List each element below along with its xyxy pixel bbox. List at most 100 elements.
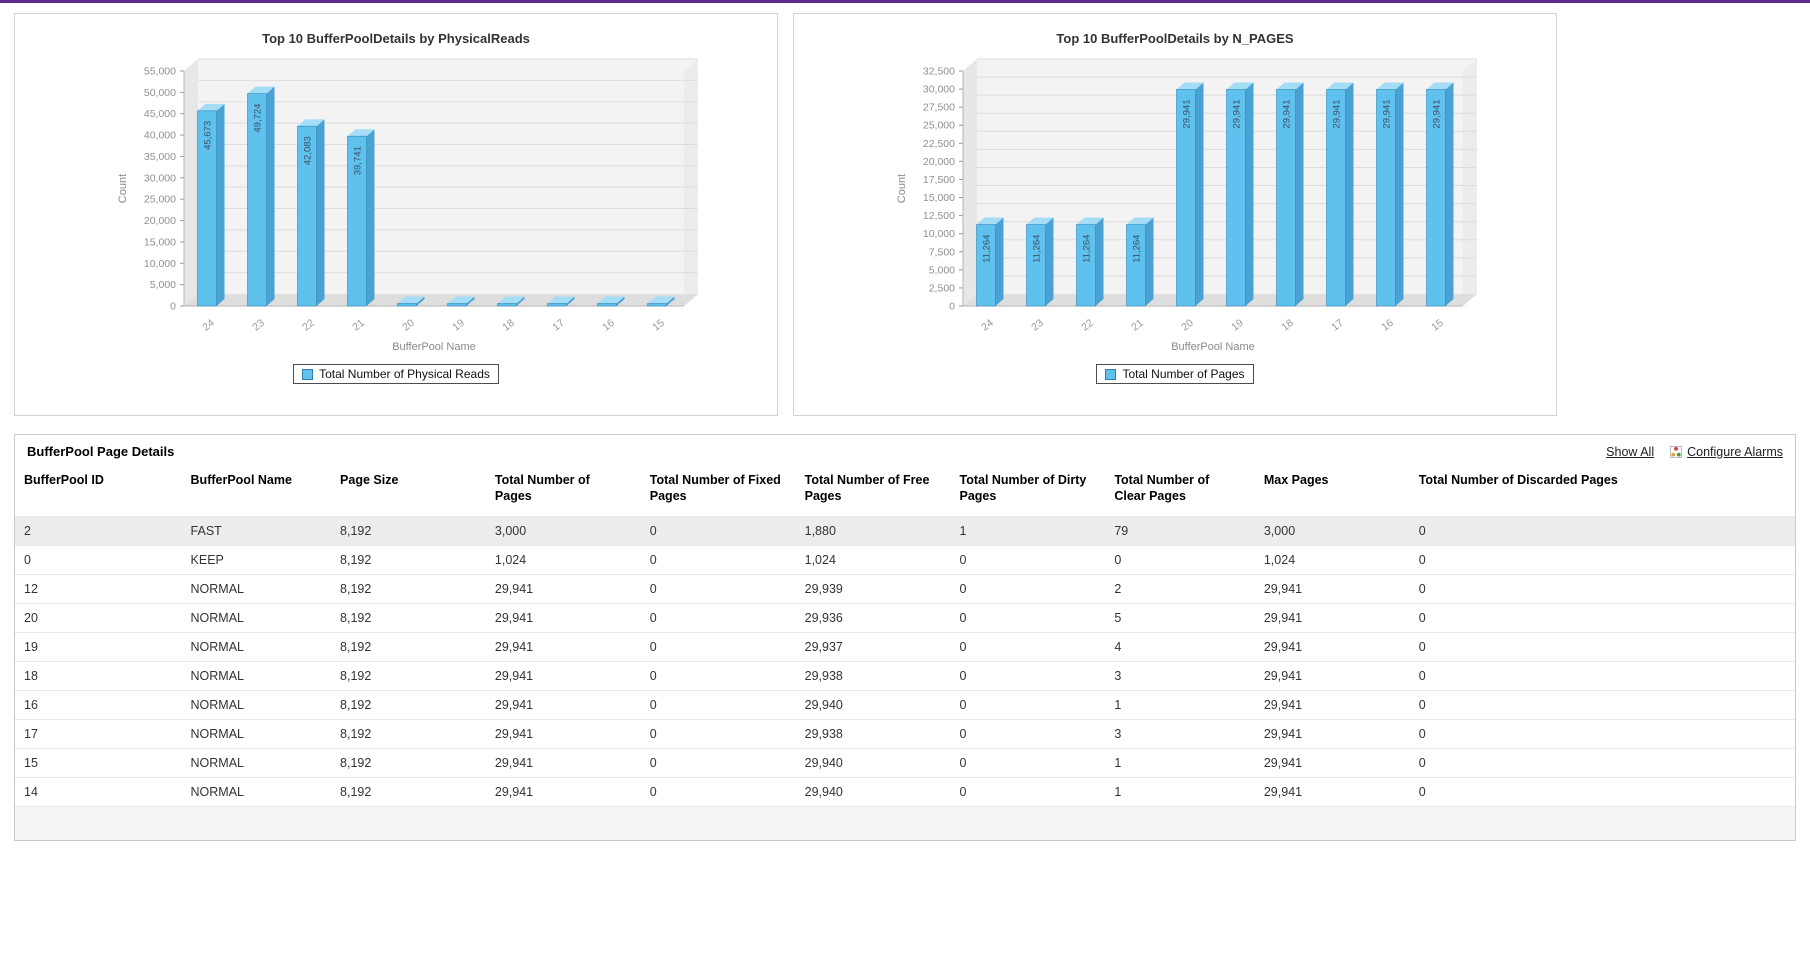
table-cell: NORMAL <box>180 718 331 748</box>
content: Top 10 BufferPoolDetails by PhysicalRead… <box>0 3 1810 857</box>
show-all-link[interactable]: Show All <box>1606 444 1655 459</box>
bufferpool-table-body: 2 FAST 8,192 3,000 0 1,880 1 79 3,000 0 0 KEEP 8,192… <box>15 515 1795 806</box>
table-cell: 29,941 <box>1253 747 1409 777</box>
table-cell: 0 <box>639 718 795 748</box>
table-cell: 0 <box>1408 515 1795 545</box>
table-cell: 8,192 <box>330 544 485 574</box>
bar-19: 29,941 <box>1226 82 1254 307</box>
column-header: Total Number of Fixed Pages <box>649 473 781 504</box>
svg-text:11,264: 11,264 <box>1031 235 1042 263</box>
table-row: 14 NORMAL 8,192 29,941 0 29,940 0 1 29,941 0 <box>15 776 1795 806</box>
svg-text:BufferPool Name: BufferPool Name <box>392 341 476 353</box>
legend-swatch <box>302 368 314 380</box>
table-cell: 79 <box>1104 515 1254 545</box>
svg-text:55,000: 55,000 <box>144 66 176 78</box>
svg-text:16: 16 <box>1379 317 1396 334</box>
svg-text:17,500: 17,500 <box>923 174 955 186</box>
svg-text:BufferPool Name: BufferPool Name <box>1171 341 1255 353</box>
svg-text:7,500: 7,500 <box>929 246 955 258</box>
table-cell: 0 <box>15 544 181 574</box>
table-cell: 0 <box>639 573 795 603</box>
column-header: Max Pages <box>1263 473 1329 487</box>
table-row: 19 NORMAL 8,192 29,941 0 29,937 0 4 29,941 0 <box>15 631 1795 661</box>
bar-17: 29,941 <box>1326 82 1354 307</box>
page: Top 10 BufferPoolDetails by PhysicalRead… <box>0 0 1810 857</box>
table-cell: 29,941 <box>484 660 640 690</box>
table-cell: 19 <box>15 631 181 661</box>
table-cell: 0 <box>1408 776 1795 806</box>
table-cell: 0 <box>949 544 1105 574</box>
table-title: BufferPool Page Details <box>27 444 175 459</box>
configure-alarms-link[interactable]: Configure Alarms <box>1687 444 1783 459</box>
table-cell: 8,192 <box>330 747 485 777</box>
svg-text:30,000: 30,000 <box>144 172 176 184</box>
table-cell: 0 <box>1408 689 1795 719</box>
bar-15: 29,941 <box>1426 82 1454 307</box>
legend-label: Total Number of Pages <box>1122 367 1245 381</box>
table-cell: NORMAL <box>180 776 331 806</box>
column-header: Total Number of Free Pages <box>804 473 930 504</box>
table-cell: NORMAL <box>180 747 331 777</box>
svg-text:25,000: 25,000 <box>923 120 955 132</box>
table-header-row: BufferPool ID BufferPool Name Page Size Tot… <box>15 466 1795 516</box>
table-cell: KEEP <box>180 544 331 574</box>
svg-text:17: 17 <box>550 317 567 334</box>
table-cell: 8,192 <box>330 718 485 748</box>
table-cell: 29,941 <box>1253 602 1409 632</box>
svg-text:11,264: 11,264 <box>981 235 992 263</box>
table-cell: 1,024 <box>484 544 640 574</box>
table-cell: 0 <box>949 689 1105 719</box>
table-cell: 29,941 <box>1253 631 1409 661</box>
svg-text:45,673: 45,673 <box>202 121 213 150</box>
table-cell: 0 <box>639 747 795 777</box>
svg-text:29,941: 29,941 <box>1331 100 1342 129</box>
table-cell: 0 <box>1408 544 1795 574</box>
svg-text:10,000: 10,000 <box>923 228 955 240</box>
table-cell: 20 <box>15 602 181 632</box>
table-cell: 0 <box>949 573 1105 603</box>
svg-text:5,000: 5,000 <box>929 264 955 276</box>
table-cell: 29,941 <box>484 718 640 748</box>
bar-15 <box>647 296 675 307</box>
svg-text:50,000: 50,000 <box>144 87 176 99</box>
table-cell: 29,941 <box>1253 660 1409 690</box>
svg-text:19: 19 <box>450 317 467 334</box>
svg-text:42,083: 42,083 <box>302 136 313 165</box>
bar-16 <box>597 296 625 307</box>
table-cell: 8,192 <box>330 631 485 661</box>
legend-row: Total Number of Pages <box>794 364 1556 384</box>
bar-18: 29,941 <box>1276 82 1304 307</box>
table-cell: 0 <box>639 689 795 719</box>
table-cell: 17 <box>15 718 181 748</box>
configure-alarms-action[interactable]: Configure Alarms <box>1670 445 1783 459</box>
table-cell: 14 <box>15 776 181 806</box>
table-cell: 0 <box>949 776 1105 806</box>
legend-label: Total Number of Physical Reads <box>319 367 490 381</box>
table-cell: 0 <box>639 660 795 690</box>
svg-text:18: 18 <box>1279 317 1296 334</box>
table-cell: 0 <box>1408 573 1795 603</box>
n-pages-chart-panel: Top 10 BufferPoolDetails by N_PAGES 0 2,5… <box>793 13 1557 416</box>
bar-22: 11,264 <box>1076 217 1104 307</box>
table-cell: 29,941 <box>1253 776 1409 806</box>
table-links: Show All Configure Alarms <box>1606 445 1783 459</box>
table-footer <box>15 805 1795 840</box>
svg-text:0: 0 <box>170 301 176 313</box>
table-row: 20 NORMAL 8,192 29,941 0 29,936 0 5 29,941 0 <box>15 602 1795 632</box>
top-accent-bar <box>0 0 1810 3</box>
n-pages-chart: 0 2,500 5,000 7,500 10,000 12,500 15,000 17,500… <box>896 58 1477 353</box>
table-cell: 0 <box>1408 747 1795 777</box>
table-cell: 15 <box>15 747 181 777</box>
column-header: Total Number of Discarded Pages <box>1418 473 1618 487</box>
svg-text:30,000: 30,000 <box>923 84 955 96</box>
table-cell: 3,000 <box>1253 515 1409 545</box>
table-cell: 29,941 <box>484 631 640 661</box>
table-row: 17 NORMAL 8,192 29,941 0 29,938 0 3 29,941 0 <box>15 718 1795 748</box>
table-cell: FAST <box>180 515 331 545</box>
table-cell: 0 <box>949 631 1105 661</box>
svg-text:20: 20 <box>1179 317 1196 334</box>
svg-text:5,000: 5,000 <box>150 279 176 291</box>
svg-text:40,000: 40,000 <box>144 130 176 142</box>
table-cell: 0 <box>639 544 795 574</box>
table-cell: 16 <box>15 689 181 719</box>
